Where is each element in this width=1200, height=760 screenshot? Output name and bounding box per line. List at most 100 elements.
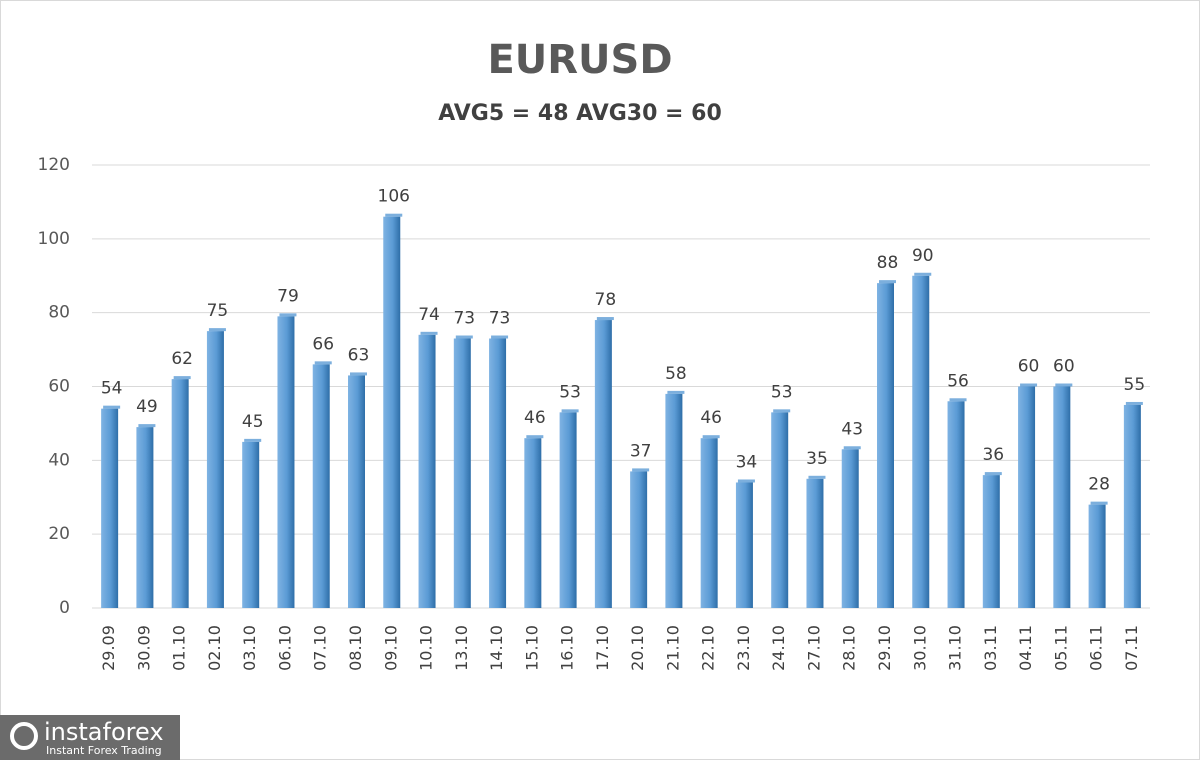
bar-top xyxy=(1020,383,1038,387)
bar xyxy=(1123,404,1141,608)
x-tick-label: 30.09 xyxy=(134,625,153,671)
logo-icon xyxy=(10,722,38,750)
bar-top xyxy=(350,372,367,376)
data-label: 79 xyxy=(277,286,299,306)
y-tick-label: 100 xyxy=(38,229,70,249)
data-label: 53 xyxy=(559,382,581,402)
bar xyxy=(771,412,789,608)
data-label: 73 xyxy=(453,309,475,329)
bar-top xyxy=(702,435,720,439)
data-label: 46 xyxy=(524,408,546,428)
data-label: 54 xyxy=(101,379,123,399)
bar xyxy=(206,331,224,608)
bar-top xyxy=(138,424,156,428)
data-label: 36 xyxy=(982,445,1004,465)
x-tick-label: 09.10 xyxy=(381,625,400,671)
data-label: 60 xyxy=(1053,357,1075,377)
x-tick-label: 07.11 xyxy=(1122,625,1141,671)
x-tick-label: 16.10 xyxy=(558,625,577,671)
y-tick-label: 60 xyxy=(48,377,70,397)
bar-top xyxy=(491,335,509,339)
x-tick-label: 03.11 xyxy=(981,625,1000,671)
bar-top xyxy=(420,331,438,335)
bar-top xyxy=(949,398,967,402)
bar-top xyxy=(103,405,121,409)
bar-top xyxy=(1055,383,1073,387)
bar xyxy=(489,338,507,608)
bar xyxy=(912,275,930,608)
x-tick-label: 07.10 xyxy=(311,625,330,671)
bar-top xyxy=(737,479,755,483)
data-label: 55 xyxy=(1124,375,1146,395)
x-tick-label: 22.10 xyxy=(699,625,718,671)
x-tick-label: 23.10 xyxy=(734,625,753,671)
data-label: 66 xyxy=(312,334,334,354)
bar xyxy=(418,334,436,608)
x-tick-label: 06.10 xyxy=(275,625,294,671)
x-tick-label: 27.10 xyxy=(804,625,823,671)
bar xyxy=(524,438,542,608)
x-tick-label: 03.10 xyxy=(240,625,259,671)
bar xyxy=(947,401,965,608)
bar xyxy=(559,412,577,608)
bar-top xyxy=(561,409,579,413)
data-label: 78 xyxy=(595,290,617,310)
data-label: 60 xyxy=(1018,357,1040,377)
bar xyxy=(242,441,260,608)
logo-box xyxy=(0,715,180,760)
x-tick-label: 17.10 xyxy=(593,625,612,671)
x-tick-label: 21.10 xyxy=(663,625,682,671)
data-label: 88 xyxy=(877,253,899,273)
x-tick-label: 05.11 xyxy=(1051,625,1070,671)
x-tick-label: 14.10 xyxy=(487,625,506,671)
x-tick-label: 31.10 xyxy=(946,625,965,671)
data-label: 43 xyxy=(841,419,863,439)
bar xyxy=(877,283,894,608)
bar-top xyxy=(173,376,191,380)
y-tick-label: 0 xyxy=(59,598,70,618)
x-tick-label: 20.10 xyxy=(628,625,647,671)
x-tick-label: 13.10 xyxy=(452,625,471,671)
bar-top xyxy=(455,335,473,339)
data-label: 63 xyxy=(348,345,370,365)
data-label: 73 xyxy=(489,309,511,329)
x-tick-label: 15.10 xyxy=(522,625,541,671)
bar-top xyxy=(914,272,932,276)
bar-top xyxy=(843,446,861,450)
bar xyxy=(735,482,753,608)
x-tick-label: 30.10 xyxy=(910,625,929,671)
bar xyxy=(841,449,859,608)
data-label: 35 xyxy=(806,449,828,469)
y-tick-label: 40 xyxy=(48,450,70,470)
data-label: 74 xyxy=(418,305,440,325)
data-label: 56 xyxy=(947,371,969,391)
bar-top xyxy=(1125,401,1143,405)
y-tick-label: 20 xyxy=(48,524,70,544)
bar xyxy=(383,216,401,608)
data-label: 62 xyxy=(171,349,193,369)
data-label: 46 xyxy=(700,408,722,428)
data-label: 58 xyxy=(665,364,687,384)
data-label: 34 xyxy=(736,452,758,472)
bar xyxy=(665,393,683,608)
x-tick-label: 06.11 xyxy=(1087,625,1106,671)
bar-top xyxy=(1090,501,1108,505)
bar xyxy=(982,475,1000,608)
x-tick-label: 08.10 xyxy=(346,625,365,671)
data-label: 53 xyxy=(771,382,793,402)
bar-top xyxy=(244,438,262,442)
bar xyxy=(1018,386,1036,608)
logo-name: instaforex xyxy=(44,718,164,746)
logo-tagline: Instant Forex Trading xyxy=(46,744,162,757)
bar xyxy=(101,408,119,608)
bar xyxy=(453,338,471,608)
x-tick-label: 29.10 xyxy=(875,625,894,671)
x-tick-label: 10.10 xyxy=(417,625,436,671)
bar xyxy=(348,375,365,608)
bar xyxy=(1053,386,1071,608)
bar xyxy=(171,379,189,608)
bar xyxy=(630,471,648,608)
x-tick-label: 01.10 xyxy=(170,625,189,671)
bar xyxy=(1088,504,1106,608)
